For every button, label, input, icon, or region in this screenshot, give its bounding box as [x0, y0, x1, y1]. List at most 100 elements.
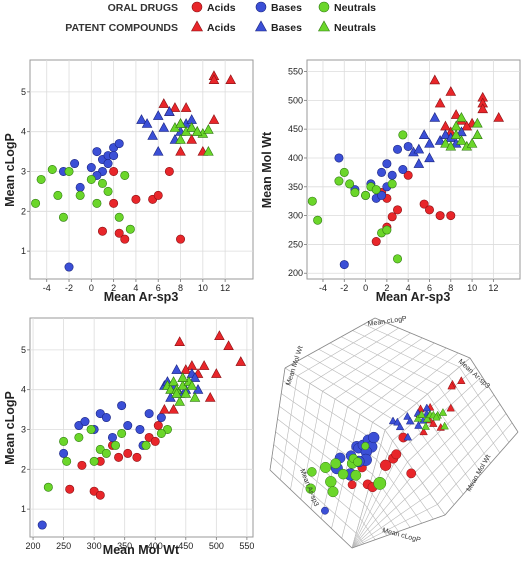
oral-neutrals-point [111, 440, 121, 450]
oral-neutrals-point [371, 185, 381, 195]
x-tick-label: -4 [319, 283, 327, 293]
patent-neutrals-point [168, 376, 179, 386]
3d-grid-line [355, 533, 364, 545]
3d-grid-line [341, 336, 439, 386]
oral-neutrals-point [339, 167, 349, 177]
patent-bases-point [424, 137, 435, 148]
oral-neutrals-point [86, 174, 96, 184]
legend-oral-bases-marker [255, 1, 267, 13]
oral-bases-point [103, 159, 113, 169]
legend-oral-acids-marker [191, 1, 203, 13]
3d-oral-acids-point [379, 459, 392, 471]
oral-bases-point [59, 448, 69, 458]
legend-patent-bases-marker [254, 20, 268, 32]
oral-acids-point [424, 205, 434, 215]
oral-bases-point [123, 421, 133, 431]
oral-bases-point [37, 520, 47, 530]
3d-grid-line [414, 394, 495, 473]
x-tick-label: 250 [56, 541, 71, 551]
3d-grid-line [364, 503, 388, 536]
oral-neutrals-point [36, 174, 46, 184]
oral-bases-point [377, 190, 387, 200]
3d-oral-acids-point [347, 480, 357, 490]
3d-oral-neutrals-point [337, 468, 349, 480]
patent-neutrals-point [180, 388, 192, 398]
oral-bases-point [377, 167, 387, 177]
x-tick-label: 6 [156, 283, 161, 293]
patent-acids-point [158, 98, 170, 108]
3d-grid-line [359, 347, 447, 415]
y-tick-label: 450 [288, 124, 303, 134]
oral-neutrals-point [31, 198, 41, 208]
3d-grid-line [448, 375, 500, 453]
legend-patent-neutrals-marker [317, 20, 331, 32]
patent-neutrals-point [191, 126, 203, 136]
x-tick-label: 12 [220, 283, 230, 293]
x-tick-label: 8 [448, 283, 453, 293]
patent-acids-point [434, 97, 446, 108]
patent-neutrals-point [189, 392, 201, 402]
oral-acids-point [131, 194, 141, 204]
patent-bases-point [152, 110, 164, 120]
x-axis-label: Mean Mol Wt [103, 543, 180, 557]
oral-neutrals-point [43, 482, 53, 492]
oral-neutrals-point [62, 456, 72, 466]
3d-grid-line [360, 518, 376, 540]
x-tick-label: 200 [26, 541, 41, 551]
x-axis-label: Mean Ar-sp3 [104, 290, 179, 304]
oral-acids-point [435, 211, 445, 221]
patent-acids-point [445, 86, 457, 96]
oral-neutrals-point [307, 196, 317, 206]
legend-oral-neutrals-marker [318, 1, 330, 13]
patent-neutrals-point [203, 124, 214, 134]
oral-acids-point [123, 448, 133, 458]
3d-patent-neutrals-point [440, 421, 449, 430]
x-tick-label: 0 [363, 283, 368, 293]
3d-patent-bases-point [393, 417, 402, 426]
oral-bases-point [101, 413, 111, 423]
oral-bases-point [144, 409, 154, 419]
patent-acids-point [186, 134, 197, 144]
3d-patent-acids-point [419, 427, 428, 436]
3d-outline [469, 357, 519, 433]
patent-neutrals-point [175, 118, 186, 128]
3d-grid-line [284, 367, 386, 431]
3d-patent-bases-point [403, 411, 412, 420]
oral-neutrals-point [97, 178, 107, 188]
oral-bases-point [398, 165, 408, 175]
plot-clogp-vs-molwt: 200 250 300 350 400 450 500 550 1 2 3 4 5 Mean Mol Wt… [3, 317, 254, 557]
y-axis-label: Mean Mol Wt [260, 131, 274, 208]
patent-neutrals-point [450, 120, 462, 131]
3d-oral-neutrals-point [361, 442, 370, 451]
x-axis-label: Mean Ar-sp3 [376, 290, 451, 304]
y-axis-label: Mean cLogP [3, 391, 17, 465]
patent-neutrals-point [445, 140, 457, 151]
oral-bases-point [92, 147, 102, 157]
y-tick-label: 350 [288, 182, 303, 192]
oral-acids-point [95, 490, 105, 500]
oral-acids-point [176, 234, 186, 244]
oral-bases-point [135, 424, 145, 434]
patent-neutrals-point [456, 135, 467, 145]
3d-patent-acids-point [457, 376, 466, 384]
x-tick-label: -2 [65, 283, 73, 293]
3d-oral-acids-point [406, 468, 417, 479]
oral-acids-point [109, 166, 119, 176]
oral-bases-point [339, 260, 349, 270]
3d-oral-bases-point [368, 431, 380, 444]
legend-oral-acids-label: Acids [207, 2, 236, 14]
3d-points [305, 376, 466, 515]
3d-oral-neutrals-point [320, 461, 332, 473]
legend-patent-title: PATENT COMPOUNDS [65, 22, 178, 34]
3d-patent-acids-point [429, 419, 438, 427]
patent-bases-point [434, 135, 446, 145]
x-tick-label: 550 [239, 541, 254, 551]
oral-neutrals-point [361, 190, 371, 200]
patent-neutrals-point [456, 112, 467, 122]
x-tick-label: 350 [117, 541, 132, 551]
y-tick-label: 400 [288, 153, 303, 163]
3d-grid-line [372, 352, 459, 423]
3d-oral-neutrals-point [307, 467, 317, 477]
patent-acids-point [493, 112, 505, 122]
patent-bases-point [418, 129, 430, 140]
